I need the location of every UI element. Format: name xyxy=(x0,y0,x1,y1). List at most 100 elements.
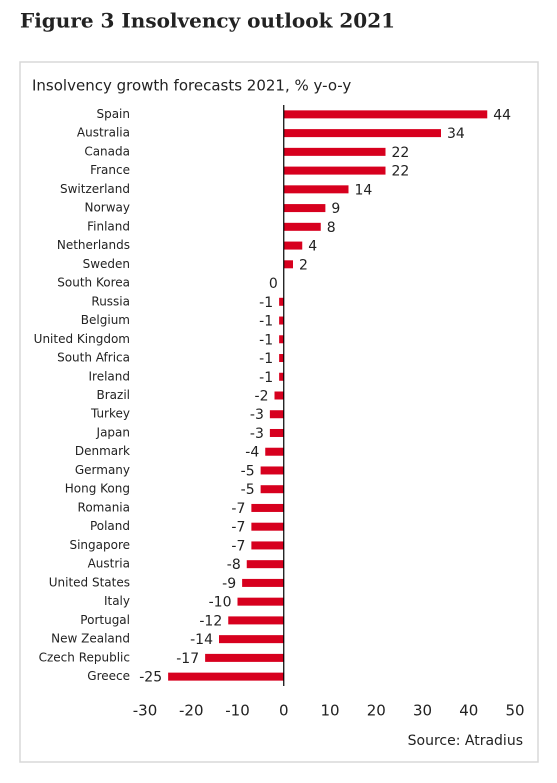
bar xyxy=(251,522,284,531)
y-tick-label: Norway xyxy=(84,201,130,215)
y-tick-label: France xyxy=(90,163,130,177)
bar xyxy=(269,428,284,437)
bar xyxy=(283,204,326,213)
bar xyxy=(279,316,284,325)
y-tick-label: Japan xyxy=(96,425,130,439)
x-tick-label: 0 xyxy=(279,702,289,720)
value-label: -5 xyxy=(241,463,255,479)
x-tick-label: -30 xyxy=(133,702,158,720)
x-tick-label: 10 xyxy=(320,702,339,720)
value-label: 44 xyxy=(493,107,511,123)
y-tick-label: Ireland xyxy=(88,369,130,383)
value-label: -14 xyxy=(190,632,213,648)
value-label: -3 xyxy=(250,407,264,423)
bar xyxy=(260,485,284,494)
value-label: 14 xyxy=(355,182,373,198)
x-tick-label: 30 xyxy=(413,702,432,720)
value-label: -9 xyxy=(222,576,236,592)
y-tick-label: South Africa xyxy=(57,351,130,365)
x-tick-label: -10 xyxy=(225,702,250,720)
x-tick-label: -20 xyxy=(179,702,204,720)
bar xyxy=(283,166,386,175)
y-tick-label: Portugal xyxy=(80,613,130,627)
value-label: -1 xyxy=(259,332,273,348)
value-label: 34 xyxy=(447,126,465,142)
y-tick-label: Turkey xyxy=(90,407,130,421)
y-tick-label: Singapore xyxy=(69,538,130,552)
y-tick-label: Germany xyxy=(75,463,130,477)
x-tick-label: 50 xyxy=(505,702,524,720)
source: Source: Atradius xyxy=(408,733,523,749)
y-tick-label: Poland xyxy=(90,519,130,533)
bar xyxy=(246,560,284,569)
y-tick-label: Russia xyxy=(91,294,130,308)
value-label: -1 xyxy=(259,295,273,311)
value-label: -1 xyxy=(259,351,273,367)
value-label: -1 xyxy=(259,314,273,330)
value-label: -2 xyxy=(255,389,269,405)
value-label: -3 xyxy=(250,426,264,442)
value-label: 9 xyxy=(331,201,340,217)
value-label: -5 xyxy=(241,482,255,498)
bar xyxy=(269,410,284,419)
value-label: -4 xyxy=(245,445,259,461)
bar xyxy=(283,110,488,119)
y-tick-label: Belgium xyxy=(81,313,130,327)
bar xyxy=(168,672,284,681)
bar xyxy=(219,635,284,644)
y-tick-label: New Zealand xyxy=(51,632,130,646)
bar xyxy=(251,541,284,550)
value-label: -10 xyxy=(209,595,232,611)
bar xyxy=(274,391,284,400)
bar xyxy=(283,185,349,194)
y-tick-label: Greece xyxy=(87,669,130,683)
y-tick-label: Australia xyxy=(77,126,130,140)
y-tick-label: Brazil xyxy=(97,388,131,402)
x-tick-label: 20 xyxy=(367,702,386,720)
value-label: 2 xyxy=(299,257,308,273)
value-label: -7 xyxy=(231,501,245,517)
y-tick-label: Sweden xyxy=(83,257,130,271)
bar xyxy=(283,260,293,269)
bar xyxy=(237,597,284,606)
y-tick-label: United Kingdom xyxy=(34,332,130,346)
value-label: 22 xyxy=(392,164,410,180)
value-label: -17 xyxy=(176,651,199,667)
y-tick-label: Austria xyxy=(88,557,130,571)
y-tick-label: Finland xyxy=(87,219,130,233)
y-tick-label: Netherlands xyxy=(57,238,130,252)
y-tick-label: Switzerland xyxy=(60,182,130,196)
y-tick-label: United States xyxy=(49,575,130,589)
chart-title: Figure 3 Insolvency outlook 2021 xyxy=(20,9,395,33)
bar xyxy=(283,241,303,250)
bar xyxy=(283,222,321,231)
bar xyxy=(279,335,284,344)
y-tick-label: South Korea xyxy=(57,276,130,290)
bar xyxy=(242,578,284,587)
value-label: -25 xyxy=(139,670,162,686)
bar xyxy=(251,503,284,512)
bar xyxy=(228,616,284,625)
y-tick-label: Czech Republic xyxy=(39,650,130,664)
x-tick-label: 40 xyxy=(459,702,478,720)
value-label: 0 xyxy=(269,276,278,292)
y-tick-label: Canada xyxy=(84,144,130,158)
bar xyxy=(279,372,284,381)
value-label: -12 xyxy=(199,613,222,629)
bar xyxy=(265,447,284,456)
y-tick-label: Romania xyxy=(78,500,130,514)
value-label: -7 xyxy=(231,538,245,554)
chart-subtitle: Insolvency growth forecasts 2021, % y-o-… xyxy=(32,77,351,95)
y-tick-label: Italy xyxy=(104,594,130,608)
y-tick-label: Hong Kong xyxy=(65,482,130,496)
bar xyxy=(283,129,441,138)
value-label: 4 xyxy=(308,239,317,255)
bar xyxy=(260,466,284,475)
bar xyxy=(279,354,284,363)
value-label: -7 xyxy=(231,520,245,536)
bar xyxy=(205,653,284,662)
value-label: -1 xyxy=(259,370,273,386)
y-tick-label: Denmark xyxy=(75,444,130,458)
bar xyxy=(279,297,284,306)
